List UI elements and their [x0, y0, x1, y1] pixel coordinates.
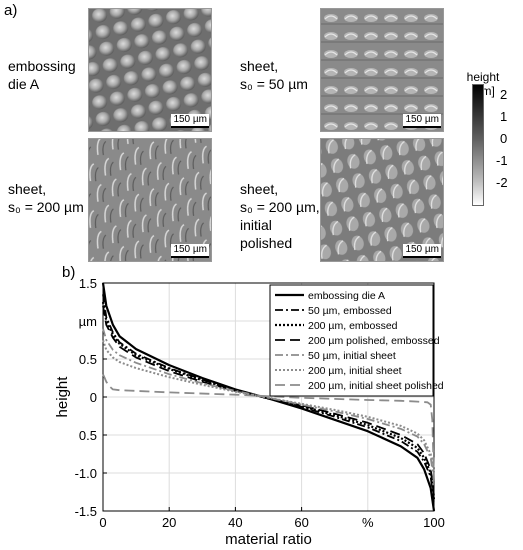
scale-bar-die: 150 µm	[171, 114, 209, 128]
legend-entry-3: 200 µm, embossed	[308, 320, 398, 332]
scale-bar-sheet-200: 150 µm	[171, 244, 209, 258]
caption-sheet-200-polished: sheet, s₀ = 200 µm, initial polished	[240, 181, 320, 251]
y-axis-title: height	[54, 376, 71, 418]
panel-b-label: b)	[62, 264, 76, 281]
micrograph-sheet-200-texture	[89, 139, 211, 261]
legend-entry-4: 200 µm polished, embossed	[308, 335, 440, 347]
x-axis-title: material ratio	[225, 531, 312, 548]
x-tick-label: 20	[162, 515, 176, 530]
legend-entry-7: 200 µm, initial sheet polished	[308, 380, 444, 392]
x-tick-label: 60	[294, 515, 308, 530]
y-tick-label: -1.0	[75, 466, 97, 481]
legend-entry-2: 50 µm, embossed	[308, 305, 392, 317]
micrograph-sheet-200-polished: 150 µm	[320, 138, 444, 262]
colorbar-title-line1: height	[466, 70, 500, 84]
colorbar-tick-minus2: -2	[496, 175, 508, 190]
legend-entry-1: embossing die A	[308, 290, 385, 302]
panel-a-label: a)	[4, 2, 18, 19]
y-unit-label: µm	[79, 314, 97, 329]
micrograph-embossing-die: 150 µm	[88, 8, 212, 132]
colorbar-tick-minus1: -1	[496, 153, 508, 168]
y-tick-label: 0.5	[79, 352, 97, 367]
scale-bar-sheet-50: 150 µm	[403, 114, 441, 128]
scale-bar-sheet-200-polished: 150 µm	[403, 244, 441, 258]
caption-embossing-die: embossing die A	[8, 58, 76, 92]
y-tick-label: -1.5	[75, 504, 97, 519]
x-tick-label: 0	[99, 515, 106, 530]
y-tick-label: 0	[90, 390, 97, 405]
series-line-7	[102, 373, 435, 481]
micrograph-sheet-50-texture	[321, 9, 443, 131]
x-unit-label: %	[362, 515, 374, 530]
caption-sheet-50: sheet, s₀ = 50 µm	[240, 58, 308, 92]
y-tick-label: 1.5	[79, 276, 97, 291]
legend-entry-6: 200 µm, initial sheet	[308, 365, 402, 377]
x-tick-label: 40	[228, 515, 242, 530]
micrograph-embossing-die-texture	[89, 9, 211, 131]
colorbar-tick-0: 0	[500, 131, 508, 146]
colorbar	[472, 84, 484, 206]
micrograph-sheet-200: 150 µm	[88, 138, 212, 262]
series-line-6	[102, 339, 435, 474]
y-tick-label: 0.5	[79, 428, 97, 443]
micrograph-sheet-200-polished-texture	[321, 139, 443, 261]
legend-entry-5: 50 µm, initial sheet	[308, 350, 396, 362]
x-tick-label: 100	[423, 515, 445, 530]
caption-sheet-200: sheet, s₀ = 200 µm	[8, 181, 84, 215]
micrograph-sheet-50: 150 µm	[320, 8, 444, 132]
colorbar-tick-2: 2	[500, 87, 508, 102]
colorbar-tick-1: 1	[500, 109, 508, 124]
